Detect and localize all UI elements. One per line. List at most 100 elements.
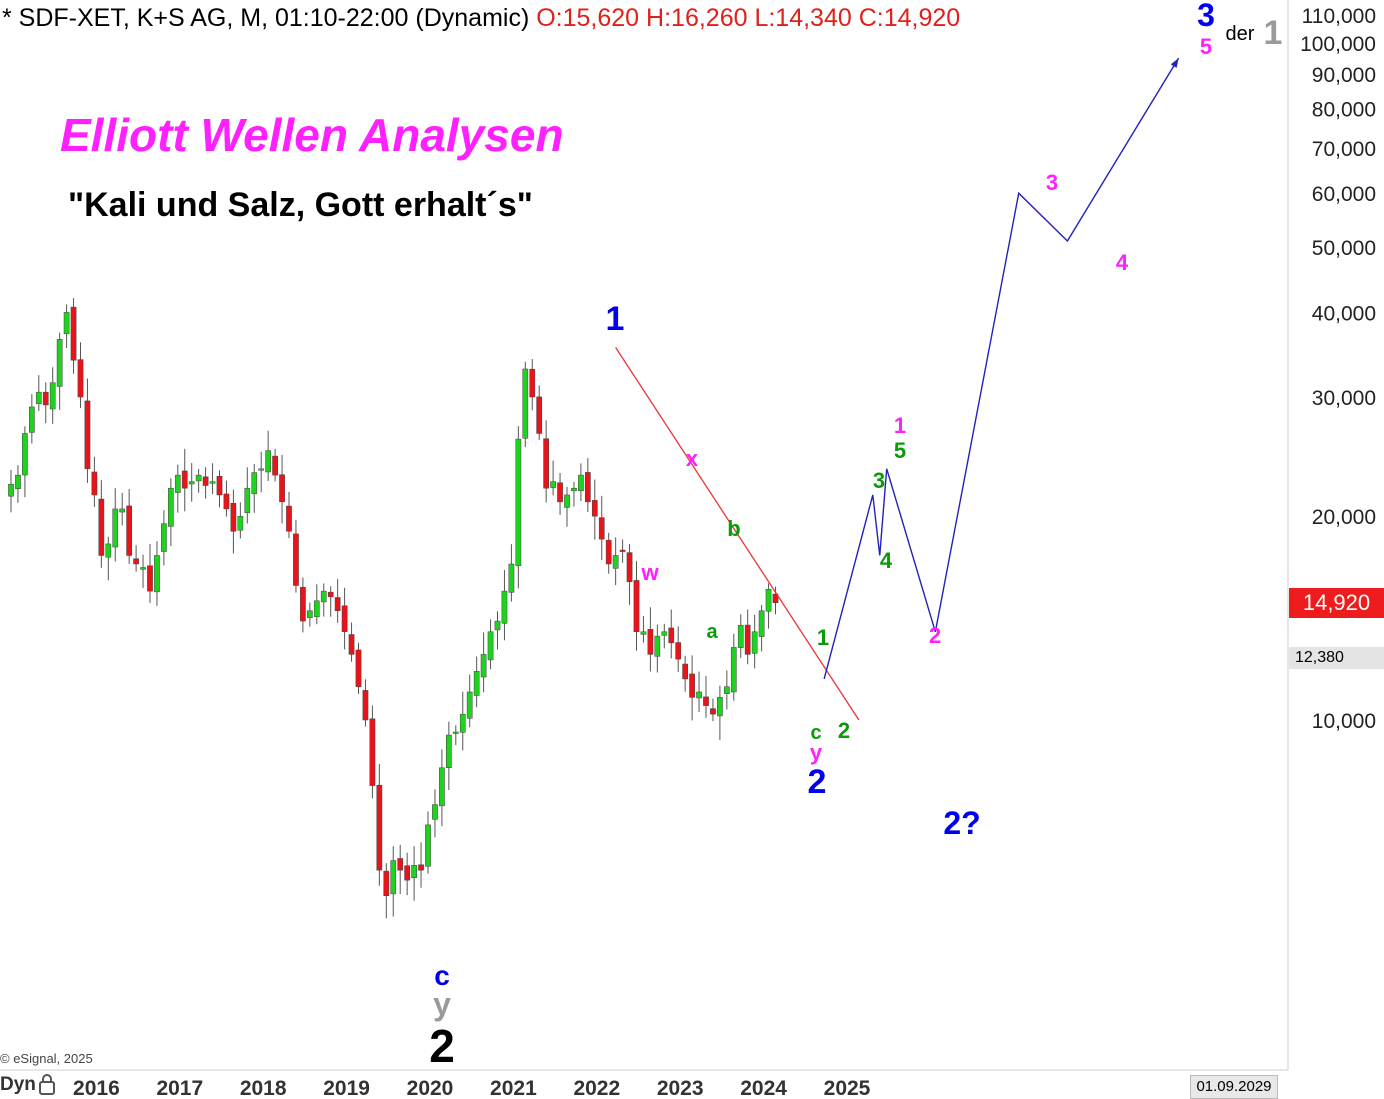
candle-body	[63, 312, 70, 335]
chart-title: Elliott Wellen Analysen	[60, 109, 564, 161]
candle-body	[522, 368, 529, 439]
ohlc-values: O:15,620 H:16,260 L:14,340 C:14,920	[536, 4, 961, 32]
candle-body	[216, 476, 223, 496]
candle-body	[411, 865, 417, 879]
candle-body	[300, 586, 306, 622]
candle-body	[237, 515, 244, 531]
x-tick-label: 2020	[407, 1077, 454, 1098]
candle-body	[251, 472, 258, 495]
candle-body	[452, 731, 459, 734]
candle-body	[272, 455, 278, 476]
candle-body	[612, 555, 619, 569]
candle-body	[717, 697, 723, 717]
y-tick-label: 100,000	[1300, 33, 1376, 56]
candle-body	[605, 539, 612, 565]
candle-body	[147, 565, 153, 592]
symbol-info: * SDF-XET, K+S AG, M, 01:10-22:00 (Dynam…	[2, 4, 530, 32]
candle-body	[487, 631, 494, 661]
candle-body	[494, 620, 501, 631]
candle-body	[327, 591, 334, 598]
candle-body	[446, 734, 452, 769]
wave-label: 2	[929, 623, 941, 648]
wave-label: x	[686, 446, 699, 471]
candle-body	[77, 359, 84, 398]
candle-body	[564, 494, 570, 508]
candle-body	[35, 391, 42, 404]
candle-body	[230, 502, 237, 532]
candle-body	[703, 696, 709, 706]
candle-body	[22, 433, 28, 476]
candle-body	[334, 597, 341, 612]
candle-body	[772, 593, 779, 604]
candle-body	[425, 824, 431, 867]
candle-body	[188, 481, 195, 485]
y-tick-label: 20,000	[1312, 506, 1376, 529]
candle-body	[647, 629, 654, 655]
candle-body	[279, 474, 285, 503]
candle-body	[696, 691, 702, 699]
corner-label-one: 1	[1264, 14, 1283, 52]
candle-body	[91, 471, 98, 496]
candle-body	[536, 396, 543, 434]
candle-body	[390, 860, 397, 895]
candle-body	[654, 635, 661, 657]
wave-label: c	[434, 960, 450, 991]
lock-icon[interactable]	[37, 1073, 57, 1095]
candle-body	[313, 600, 320, 617]
y-tick-label: 40,000	[1312, 302, 1376, 325]
trend-line-group	[615, 347, 860, 721]
candle-body	[439, 767, 445, 807]
candle-body	[737, 625, 744, 648]
wave-label: a	[706, 621, 718, 643]
x-tick-label: 2025	[824, 1077, 871, 1098]
candle-body	[348, 634, 355, 655]
candle-body	[341, 605, 348, 633]
dyn-label[interactable]: Dyn	[0, 1074, 36, 1095]
candle-body	[529, 368, 536, 398]
candle-body	[181, 470, 188, 489]
candle-body	[730, 647, 737, 693]
wave-label: 5	[894, 438, 906, 463]
candle-body	[209, 481, 216, 484]
candle-body	[362, 690, 369, 721]
candle-body	[42, 391, 49, 406]
wave-label: 2	[808, 763, 827, 801]
x-tick-label: 2017	[156, 1077, 203, 1098]
candle-body	[466, 691, 473, 719]
x-axis: 2016 2017 2018 2019 2020 2021 2022 2023 2024 2025	[73, 1077, 871, 1098]
x-tick-label: 2018	[240, 1077, 287, 1098]
candle-body	[397, 858, 404, 871]
wave-label: 1	[606, 300, 625, 338]
y-axis: 110,000 100,000 90,000 80,000 70,000 60,000 50…	[1300, 5, 1376, 733]
wave-label: 2?	[943, 805, 980, 841]
candle-body	[133, 558, 139, 565]
candle-body	[84, 400, 91, 470]
candle-body	[202, 476, 209, 486]
candle-body	[105, 543, 112, 558]
forecast-arrowhead	[1170, 58, 1179, 68]
wave-label: 2	[838, 718, 850, 743]
reference-price-badge: 12,380	[1289, 647, 1384, 669]
candle-body	[459, 713, 466, 733]
candle-body	[432, 804, 438, 820]
y-tick-label: 60,000	[1312, 183, 1376, 206]
wave-label: y	[810, 740, 823, 765]
candle-body	[383, 870, 390, 897]
wave-label: 4	[880, 548, 893, 573]
candle-body	[56, 339, 63, 387]
candle-body	[501, 590, 508, 624]
candle-body	[744, 624, 751, 655]
candle-body	[29, 406, 35, 433]
candle-body	[758, 610, 765, 637]
candle-body	[508, 563, 515, 593]
candle-body	[710, 708, 716, 715]
candle-body	[473, 671, 480, 696]
wave-label: 4	[1116, 250, 1129, 275]
x-tick-label: 2016	[73, 1077, 120, 1098]
candle-body	[724, 686, 730, 694]
y-tick-label: 70,000	[1312, 138, 1376, 161]
candle-body	[585, 472, 591, 503]
candle-body	[675, 642, 682, 660]
corner-label-der: der	[1226, 23, 1255, 45]
